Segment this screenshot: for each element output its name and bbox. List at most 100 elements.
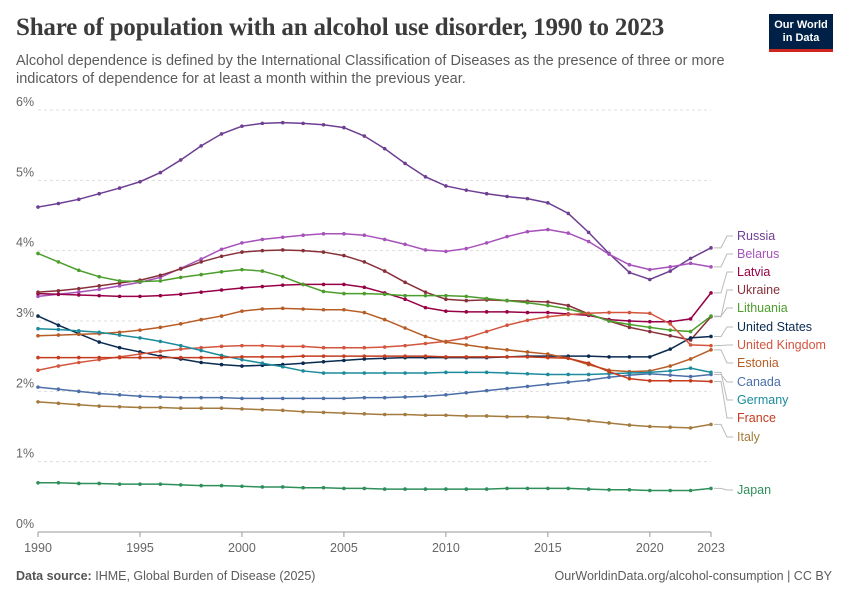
data-point	[342, 282, 346, 287]
data-point	[97, 330, 101, 335]
series-label[interactable]: Lithuania	[737, 301, 788, 315]
series-label[interactable]: Latvia	[737, 265, 770, 279]
data-point	[627, 376, 632, 381]
series-label[interactable]: Belarus	[737, 247, 779, 261]
series-label[interactable]: Italy	[737, 430, 761, 444]
credit-link[interactable]: OurWorldinData.org/alcohol-consumption |…	[554, 569, 832, 583]
data-point	[464, 343, 469, 347]
x-tick-label: 2015	[534, 541, 562, 555]
data-point	[505, 355, 509, 359]
data-point	[484, 414, 489, 418]
data-point	[199, 360, 203, 365]
data-point	[280, 274, 285, 279]
data-point	[546, 227, 550, 232]
data-point	[444, 249, 448, 254]
data-point	[158, 405, 163, 410]
data-point	[688, 374, 693, 379]
data-point	[688, 378, 693, 383]
label-connector	[714, 380, 733, 419]
x-tick-label: 1990	[24, 541, 52, 555]
data-point	[505, 298, 509, 303]
series-line-italy	[37, 401, 712, 429]
data-point	[688, 426, 693, 430]
data-point	[219, 406, 224, 411]
data-point	[362, 233, 367, 237]
data-point	[546, 310, 550, 315]
data-point	[240, 267, 244, 272]
data-point	[280, 306, 285, 311]
data-point	[219, 355, 224, 360]
data-point	[627, 322, 632, 327]
data-point	[382, 317, 387, 322]
data-point	[117, 405, 122, 409]
series-lines	[36, 120, 713, 493]
data-point	[566, 211, 571, 216]
series-label[interactable]: Estonia	[737, 356, 779, 370]
data-point	[505, 486, 509, 491]
series-line-lithuania	[37, 252, 712, 333]
data-point	[668, 328, 673, 332]
logo-line-1: Our World	[774, 19, 828, 31]
y-tick-label: 1%	[16, 447, 34, 461]
data-point	[423, 354, 428, 358]
series-label[interactable]: Japan	[737, 483, 771, 497]
data-point	[321, 289, 326, 294]
data-point	[464, 355, 469, 359]
x-tick-label: 1995	[126, 541, 154, 555]
data-point	[56, 288, 61, 293]
data-point	[566, 231, 571, 235]
data-point	[36, 355, 40, 360]
data-point	[607, 375, 611, 380]
data-point	[280, 248, 285, 252]
data-point	[668, 488, 673, 493]
data-point	[76, 286, 81, 291]
series-label[interactable]: Canada	[737, 375, 781, 389]
data-point	[301, 344, 305, 349]
data-point	[342, 291, 346, 296]
data-point	[607, 319, 611, 323]
series-label[interactable]: Ukraine	[737, 283, 780, 297]
data-point	[648, 355, 652, 359]
data-point	[56, 387, 61, 392]
series-label[interactable]: Russia	[737, 229, 775, 243]
data-point	[607, 252, 611, 256]
data-point	[607, 310, 611, 315]
data-point	[219, 288, 224, 292]
data-point	[382, 146, 387, 151]
data-source: Data source: IHME, Global Burden of Dise…	[16, 569, 315, 583]
data-point	[382, 345, 387, 349]
data-point	[36, 326, 40, 331]
data-point	[36, 333, 40, 338]
data-point	[525, 318, 530, 323]
label-connector	[714, 253, 733, 268]
data-point	[342, 125, 346, 130]
data-point	[342, 231, 346, 236]
series-label[interactable]: France	[737, 411, 776, 425]
data-point	[342, 307, 346, 312]
label-connector	[714, 371, 733, 401]
data-point	[342, 486, 346, 491]
data-point	[138, 405, 142, 410]
data-point	[97, 287, 101, 292]
data-point	[382, 412, 387, 417]
x-tick-label: 2000	[228, 541, 256, 555]
series-label[interactable]: United Kingdom	[737, 338, 826, 352]
series-labels: Russia Belarus Latvia Ukraine Lithuania Unite…	[714, 229, 826, 497]
data-point	[362, 395, 367, 400]
data-point	[219, 344, 224, 349]
data-point	[525, 310, 530, 315]
owid-logo[interactable]: Our World in Data	[769, 14, 833, 52]
data-point	[423, 341, 428, 346]
series-label[interactable]: United States	[737, 320, 812, 334]
data-point	[648, 488, 652, 493]
data-point	[505, 194, 509, 199]
data-point	[199, 257, 203, 261]
data-point	[709, 348, 713, 352]
data-point	[566, 372, 571, 377]
data-source-text[interactable]: IHME, Global Burden of Disease (2025)	[95, 569, 316, 583]
series-label[interactable]: Germany	[737, 393, 789, 407]
data-point	[566, 486, 571, 491]
data-point	[321, 231, 326, 236]
x-tick-label: 2020	[636, 541, 664, 555]
